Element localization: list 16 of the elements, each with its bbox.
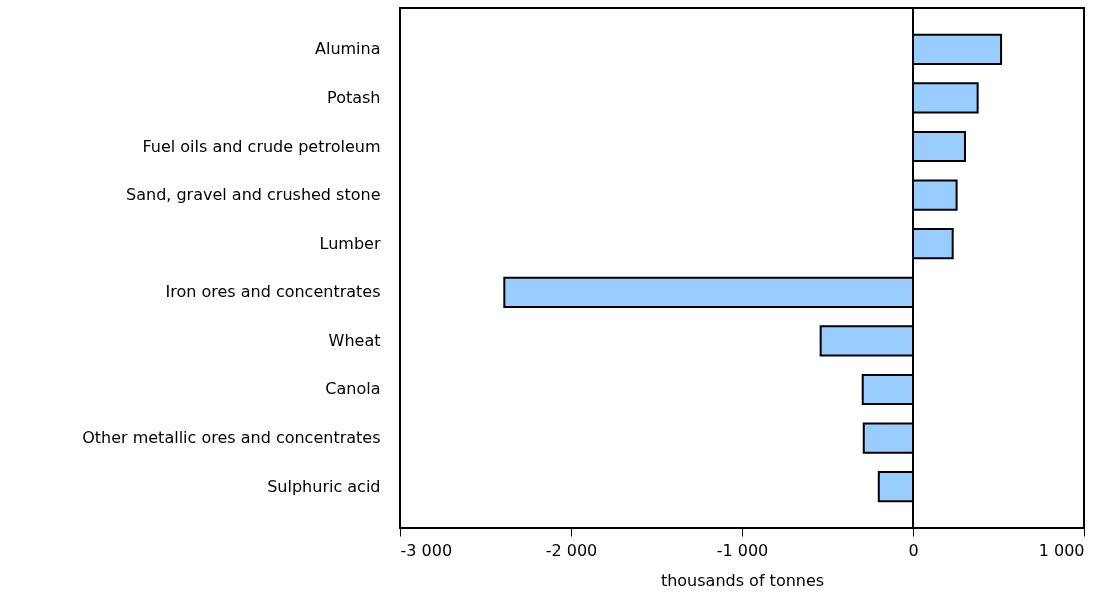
x-tick-label: 0 (908, 540, 919, 560)
y-tick-label: Iron ores and concentrates (165, 282, 381, 302)
y-tick-label: Alumina (314, 39, 381, 59)
x-tick-label: 1 000 (1038, 540, 1085, 560)
y-tick-label: Sulphuric acid (267, 476, 381, 496)
y-tick-label: Sand, gravel and crushed stone (126, 185, 381, 205)
x-tick-label: -2 000 (545, 540, 598, 560)
y-tick-label: Other metallic ores and concentrates (82, 428, 381, 448)
y-tick-label: Lumber (319, 233, 381, 253)
y-tick-label: Wheat (328, 330, 381, 350)
x-tick-label: -3 000 (400, 540, 453, 560)
y-tick-label: Canola (325, 379, 381, 399)
x-tick-label: -1 000 (716, 540, 769, 560)
y-tick-label: Potash (327, 87, 381, 107)
x-axis-title: thousands of tonnes (660, 570, 825, 590)
y-tick-label: Fuel oils and crude petroleum (142, 136, 381, 156)
